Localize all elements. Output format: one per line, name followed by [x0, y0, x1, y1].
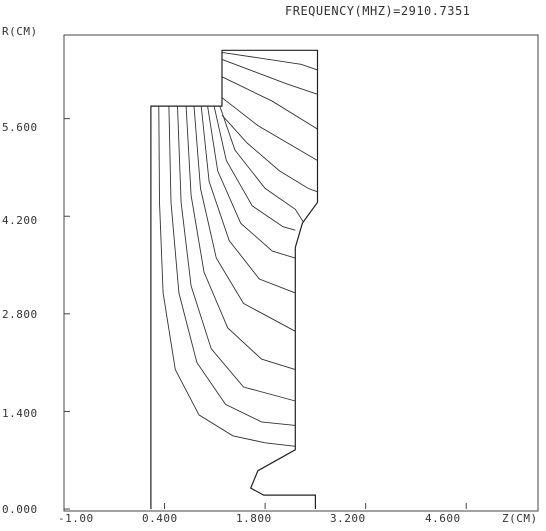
x-tick-label: 3.200	[330, 512, 366, 525]
field-contour-line	[185, 106, 296, 371]
y-tick-label: 5.600	[2, 121, 38, 134]
field-contour-line	[177, 106, 296, 402]
field-contour-line	[221, 58, 318, 95]
x-tick-label: 1.800	[236, 512, 272, 525]
y-tick-label: 0.000	[2, 503, 38, 516]
cavity-boundary-line	[150, 49, 319, 509]
y-tick-label: 1.400	[2, 407, 38, 420]
field-contour-line	[207, 106, 296, 259]
x-tick-label: -1.00	[58, 512, 94, 525]
z-axis-label: Z(CM)	[502, 512, 538, 525]
frequency-title: FREQUENCY(MHZ)=2910.7351	[285, 4, 471, 18]
y-tick-label: 4.200	[2, 214, 38, 227]
field-contour-line	[213, 106, 296, 231]
field-contour-line	[158, 106, 296, 447]
y-tick-label: 2.800	[2, 308, 38, 321]
field-contour-line	[221, 51, 318, 71]
x-tick-label: 0.400	[142, 512, 178, 525]
field-contour-line	[168, 106, 296, 426]
field-contour-line	[219, 105, 304, 223]
field-contour-line	[221, 76, 318, 130]
plot-frame	[63, 34, 539, 512]
r-axis-label: R(CM)	[2, 25, 38, 38]
x-tick-label: 4.600	[425, 512, 461, 525]
field-contour-line	[193, 106, 296, 332]
field-contour-line	[200, 106, 296, 294]
field-contour-line	[221, 97, 318, 161]
field-contour-line	[221, 114, 318, 193]
